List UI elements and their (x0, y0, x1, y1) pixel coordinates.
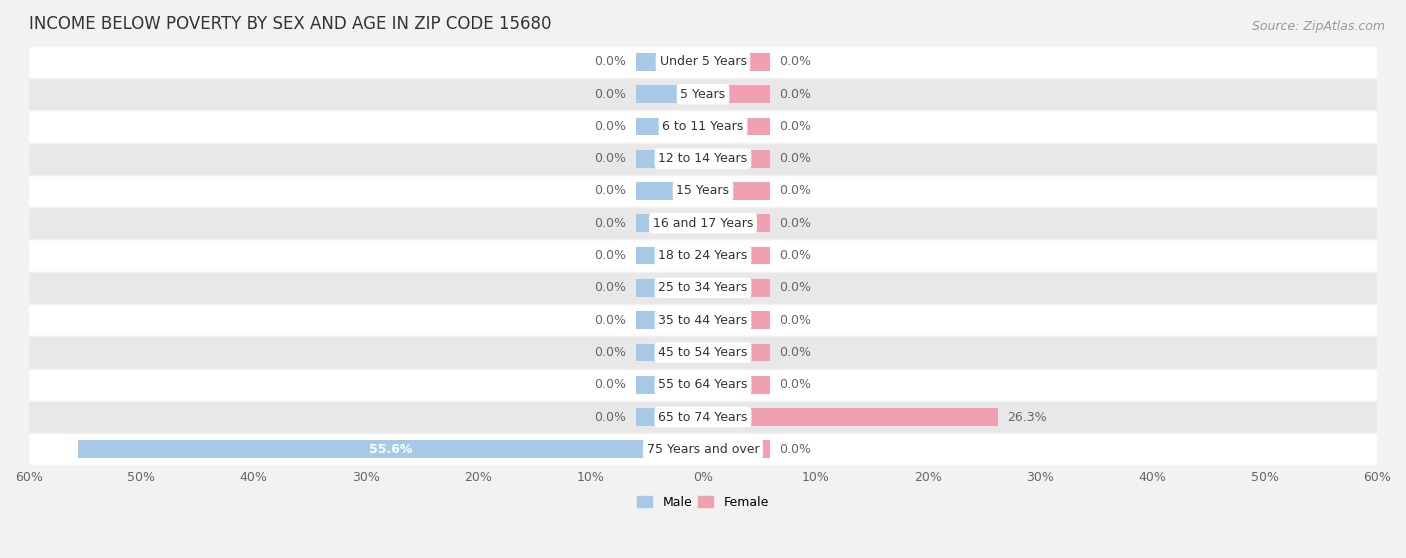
Text: 0.0%: 0.0% (595, 249, 627, 262)
Text: 0.0%: 0.0% (779, 120, 811, 133)
Text: 0.0%: 0.0% (779, 152, 811, 165)
Bar (636, 214, 703, 232)
Text: 55.6%: 55.6% (368, 443, 412, 456)
Text: 16 and 17 Years: 16 and 17 Years (652, 217, 754, 230)
Bar (703, 85, 770, 103)
Text: 18 to 24 Years: 18 to 24 Years (658, 249, 748, 262)
Text: 0.0%: 0.0% (595, 120, 627, 133)
Bar (30, 110, 1376, 142)
Bar (79, 440, 703, 458)
Bar (703, 279, 770, 297)
Text: 55 to 64 Years: 55 to 64 Years (658, 378, 748, 391)
Bar (30, 239, 1376, 272)
Bar (30, 369, 1376, 401)
Bar (636, 376, 703, 393)
Text: 0.0%: 0.0% (595, 281, 627, 295)
Text: 0.0%: 0.0% (595, 217, 627, 230)
Text: Under 5 Years: Under 5 Years (659, 55, 747, 68)
Text: 0.0%: 0.0% (595, 314, 627, 326)
Bar (703, 311, 770, 329)
Text: 6 to 11 Years: 6 to 11 Years (662, 120, 744, 133)
Text: 0.0%: 0.0% (779, 55, 811, 68)
Text: 0.0%: 0.0% (779, 378, 811, 391)
Text: 0.0%: 0.0% (779, 249, 811, 262)
Text: 75 Years and over: 75 Years and over (647, 443, 759, 456)
Text: 0.0%: 0.0% (779, 346, 811, 359)
Bar (703, 150, 770, 167)
Text: INCOME BELOW POVERTY BY SEX AND AGE IN ZIP CODE 15680: INCOME BELOW POVERTY BY SEX AND AGE IN Z… (30, 15, 551, 33)
Text: 0.0%: 0.0% (595, 88, 627, 100)
Bar (636, 182, 703, 200)
Text: 0.0%: 0.0% (779, 217, 811, 230)
Bar (636, 344, 703, 362)
Text: 0.0%: 0.0% (595, 378, 627, 391)
Text: 0.0%: 0.0% (779, 185, 811, 198)
Bar (636, 247, 703, 264)
Text: 0.0%: 0.0% (779, 281, 811, 295)
Text: 65 to 74 Years: 65 to 74 Years (658, 411, 748, 424)
Bar (30, 78, 1376, 110)
Text: 15 Years: 15 Years (676, 185, 730, 198)
Text: 35 to 44 Years: 35 to 44 Years (658, 314, 748, 326)
Bar (703, 344, 770, 362)
Bar (636, 150, 703, 167)
Bar (636, 279, 703, 297)
Bar (30, 433, 1376, 465)
Bar (703, 182, 770, 200)
Bar (703, 376, 770, 393)
Text: 0.0%: 0.0% (595, 346, 627, 359)
Text: 0.0%: 0.0% (779, 314, 811, 326)
Text: 5 Years: 5 Years (681, 88, 725, 100)
Bar (703, 53, 770, 71)
Bar (636, 408, 703, 426)
Bar (30, 272, 1376, 304)
Bar (636, 311, 703, 329)
Text: 0.0%: 0.0% (595, 55, 627, 68)
Text: Source: ZipAtlas.com: Source: ZipAtlas.com (1251, 20, 1385, 32)
Text: 26.3%: 26.3% (1008, 411, 1047, 424)
Text: 0.0%: 0.0% (779, 443, 811, 456)
Bar (636, 118, 703, 135)
Bar (30, 142, 1376, 175)
Bar (30, 175, 1376, 207)
Bar (703, 118, 770, 135)
Text: 12 to 14 Years: 12 to 14 Years (658, 152, 748, 165)
Bar (703, 247, 770, 264)
Text: 0.0%: 0.0% (779, 88, 811, 100)
Bar (30, 46, 1376, 78)
Bar (636, 85, 703, 103)
Bar (703, 440, 770, 458)
Text: 0.0%: 0.0% (595, 185, 627, 198)
Bar (30, 207, 1376, 239)
Bar (30, 304, 1376, 336)
Legend: Male, Female: Male, Female (633, 491, 773, 514)
Bar (703, 214, 770, 232)
Bar (30, 336, 1376, 369)
Text: 25 to 34 Years: 25 to 34 Years (658, 281, 748, 295)
Bar (636, 53, 703, 71)
Text: 45 to 54 Years: 45 to 54 Years (658, 346, 748, 359)
Text: 0.0%: 0.0% (595, 152, 627, 165)
Bar (30, 401, 1376, 433)
Text: 0.0%: 0.0% (595, 411, 627, 424)
Bar (703, 408, 998, 426)
